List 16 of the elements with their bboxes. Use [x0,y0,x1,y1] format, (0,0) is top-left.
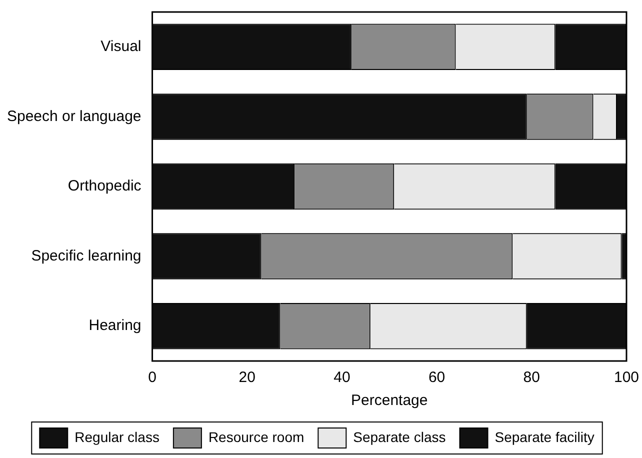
x-tick-label: 60 [428,369,446,386]
legend-label: Resource room [208,428,304,445]
x-tick-label: 80 [523,369,540,386]
y-tick-label: Visual [100,38,142,56]
legend-label: Regular class [74,428,160,445]
x-tick-label: 0 [148,369,156,386]
x-tick-label: 20 [238,369,256,386]
y-tick-label: Specific learning [31,247,142,264]
x-tick-label: 40 [334,369,350,386]
legend-label: Separate class [353,428,446,445]
x-tick-label: 100 [614,369,639,386]
y-tick-label: Hearing [88,317,142,334]
legend-label: Separate facility [494,428,594,445]
y-tick-label: Speech or language [6,108,142,125]
y-tick-label: Orthopedic [68,178,142,195]
x-axis-title: Percentage [351,392,428,410]
